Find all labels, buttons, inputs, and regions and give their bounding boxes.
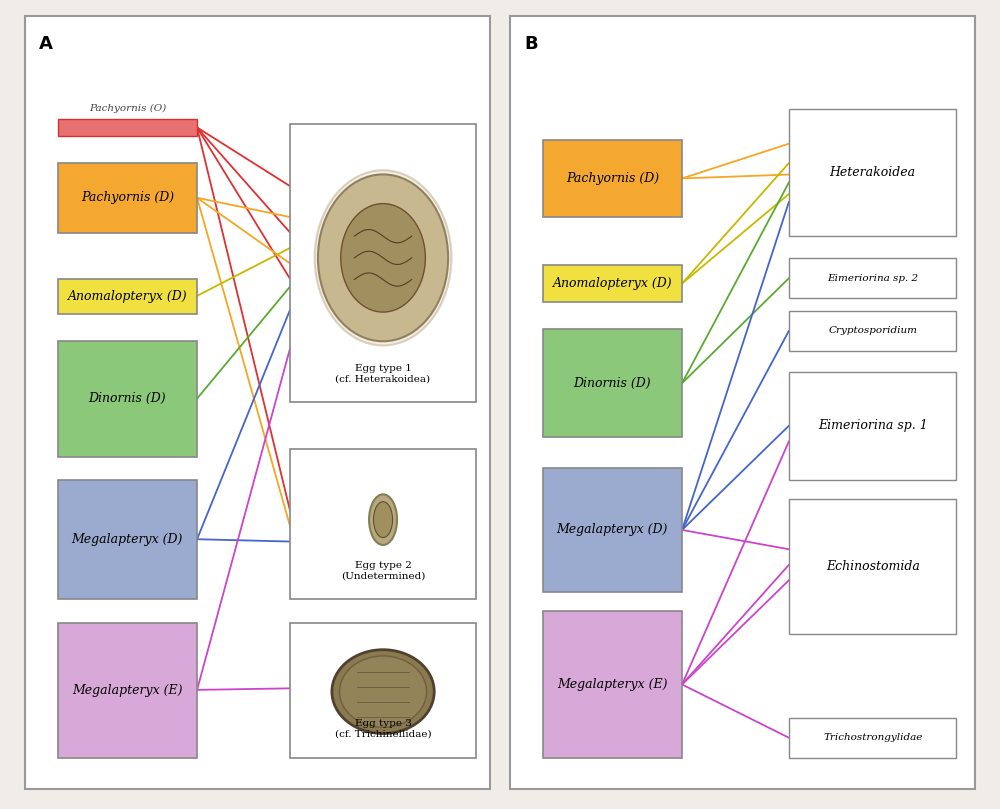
Text: Cryptosporidium: Cryptosporidium <box>828 326 917 335</box>
Text: Egg type 2
(Undetermined): Egg type 2 (Undetermined) <box>341 561 425 580</box>
FancyBboxPatch shape <box>25 16 490 789</box>
Ellipse shape <box>369 494 397 545</box>
Text: Pachyornis (D): Pachyornis (D) <box>81 191 174 204</box>
Bar <box>58 279 197 314</box>
Text: Megalapteryx (D): Megalapteryx (D) <box>557 523 668 536</box>
Bar <box>290 623 476 758</box>
Bar <box>290 449 476 599</box>
Text: A: A <box>39 36 53 53</box>
Text: Dinornis (D): Dinornis (D) <box>573 377 651 390</box>
Bar <box>789 109 956 236</box>
Bar <box>789 311 956 351</box>
Ellipse shape <box>318 175 448 341</box>
Text: Megalapteryx (E): Megalapteryx (E) <box>72 684 183 697</box>
Ellipse shape <box>315 170 451 345</box>
Text: Egg type 1
(cf. Heterakoidea): Egg type 1 (cf. Heterakoidea) <box>335 364 431 383</box>
Text: Heterakoidea: Heterakoidea <box>830 166 916 179</box>
Text: Dinornis (D): Dinornis (D) <box>88 392 166 405</box>
Text: Eimeriorina sp. 2: Eimeriorina sp. 2 <box>827 273 918 282</box>
Text: Megalapteryx (E): Megalapteryx (E) <box>557 678 668 691</box>
Text: Anomalopteryx (D): Anomalopteryx (D) <box>552 277 672 290</box>
Bar <box>789 499 956 634</box>
Bar <box>789 258 956 299</box>
Text: Anomalopteryx (D): Anomalopteryx (D) <box>67 290 187 303</box>
Text: Egg type 3
(cf. Trichinellidae): Egg type 3 (cf. Trichinellidae) <box>335 719 431 739</box>
Bar <box>58 119 197 136</box>
Bar <box>543 140 682 217</box>
Bar <box>789 371 956 480</box>
Bar <box>543 468 682 591</box>
Bar <box>58 480 197 599</box>
Text: Pachyornis (O): Pachyornis (O) <box>89 104 166 112</box>
FancyBboxPatch shape <box>510 16 975 789</box>
Bar <box>789 718 956 758</box>
Ellipse shape <box>374 502 393 537</box>
Ellipse shape <box>332 650 434 734</box>
Text: Pachyornis (D): Pachyornis (D) <box>566 172 659 185</box>
Bar <box>58 341 197 456</box>
Bar <box>58 623 197 758</box>
Text: Eimeriorina sp. 1: Eimeriorina sp. 1 <box>818 419 928 432</box>
Bar <box>543 329 682 437</box>
Text: Trichostrongylidae: Trichostrongylidae <box>823 733 922 743</box>
Bar <box>290 125 476 403</box>
Bar <box>543 265 682 302</box>
Bar <box>543 611 682 758</box>
Text: B: B <box>524 36 538 53</box>
Text: Megalapteryx (D): Megalapteryx (D) <box>72 533 183 546</box>
Ellipse shape <box>341 204 425 312</box>
Text: Echinostomida: Echinostomida <box>826 560 920 573</box>
Ellipse shape <box>340 656 427 727</box>
Bar <box>58 163 197 232</box>
